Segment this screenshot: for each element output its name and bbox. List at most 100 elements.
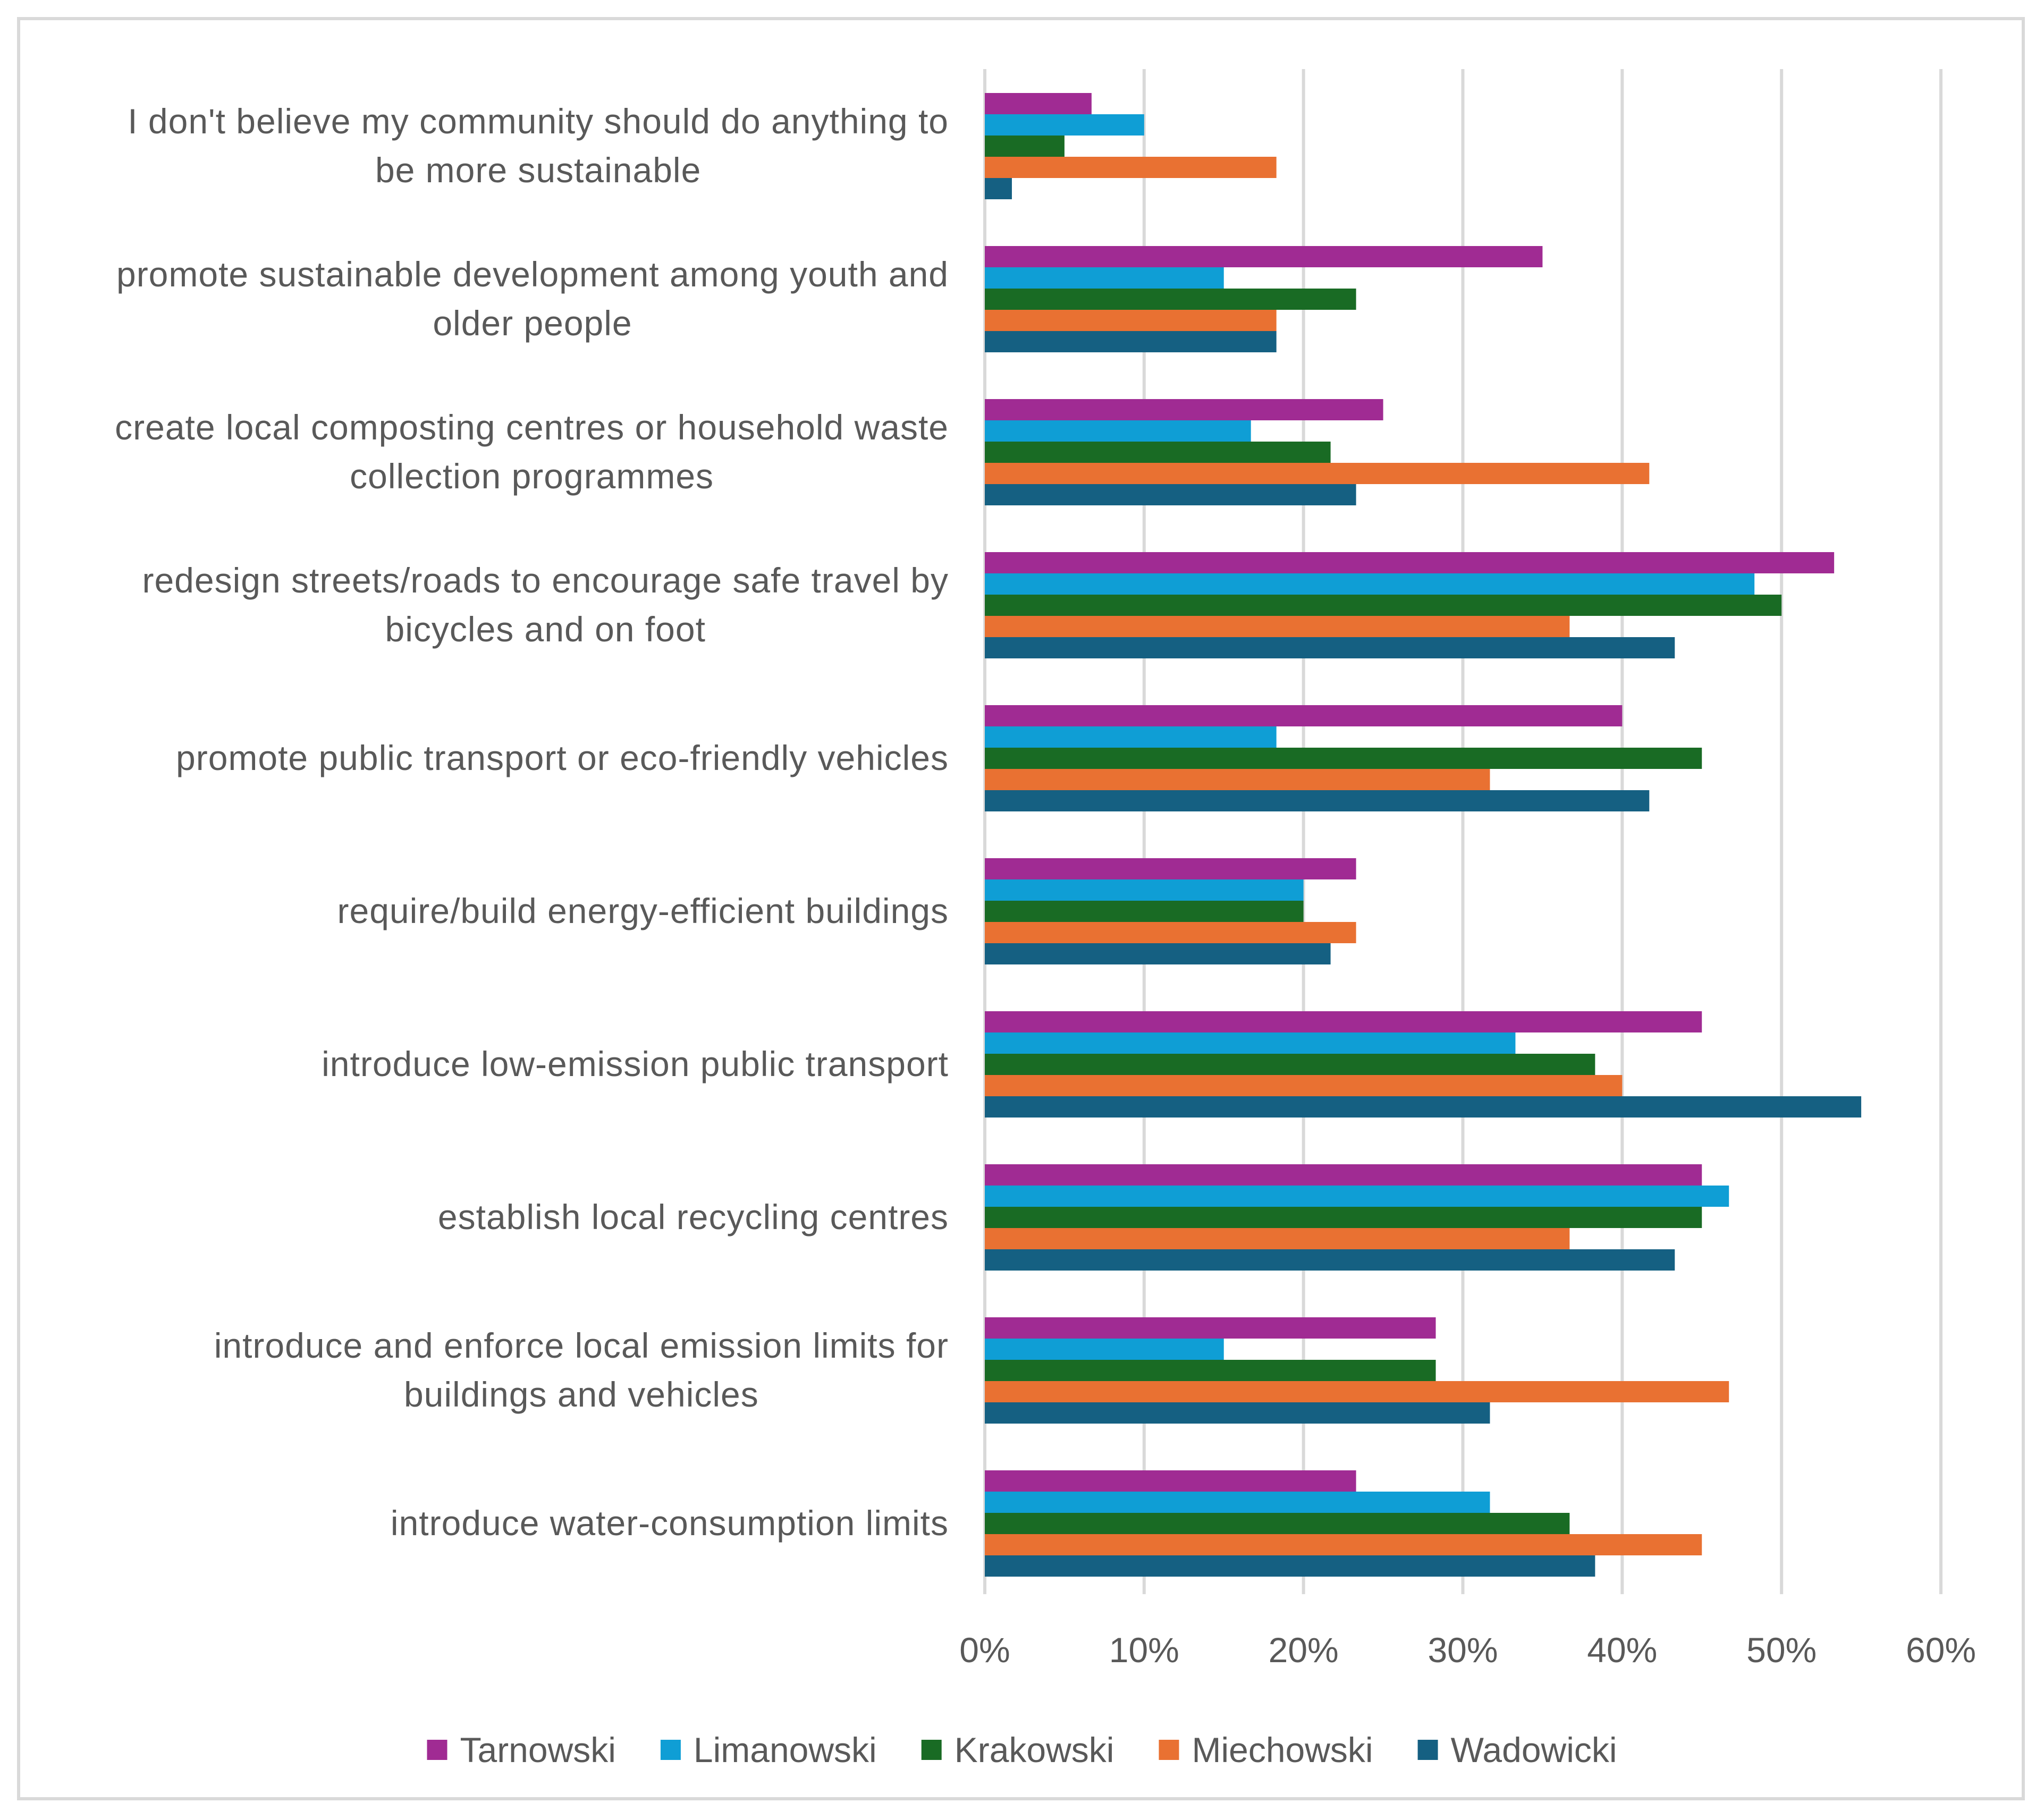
category-label-line: be more sustainable [375,150,701,190]
bar-limanowski: Limanowski: 15% [985,1339,1224,1360]
category-labels: I don't believe my community should do a… [115,101,949,1543]
bars: Tarnowski: 6.7%Limanowski: 10%Krakowski:… [985,93,1862,1577]
bar-limanowski: Limanowski: 20% [985,879,1304,901]
bar-group: Tarnowski: 53.3%Limanowski: 48.3%Krakows… [985,552,1835,658]
bar-krakowski: Krakowski: 5% [985,136,1065,157]
bar-wadowicki: Wadowicki: 1.7% [985,178,1012,199]
bar-limanowski: Limanowski: 18.3% [985,726,1277,748]
legend-label: Wadowicki [1451,1730,1617,1770]
legend-swatch [921,1740,942,1760]
category-label-line: buildings and vehicles [404,1375,759,1414]
bar-group: Tarnowski: 25%Limanowski: 16.7%Krakowski… [985,399,1650,505]
category-label-line: I don't believe my community should do a… [128,101,949,141]
bar-wadowicki: Wadowicki: 43.3% [985,1249,1675,1271]
x-axis-tick-labels: 0% 10% 20% 30% 40% 50% 60% [959,1630,1976,1670]
legend-item-miechowski: Miechowski [1159,1730,1373,1770]
bar-miechowski: Miechowski: 23.3% [985,922,1356,943]
category-label-line: introduce and enforce local emission lim… [214,1326,949,1365]
x-tick-label: 40% [1587,1630,1657,1670]
bar-wadowicki: Wadowicki: 23.3% [985,484,1356,505]
bar-group: Tarnowski: 23.3%Limanowski: 20%Krakowski… [985,858,1356,964]
category-label-line: promote sustainable development among yo… [116,255,949,294]
bar-tarnowski: Tarnowski: 45% [985,1164,1702,1186]
bar-miechowski: Miechowski: 18.3% [985,157,1277,178]
bar-limanowski: Limanowski: 48.3% [985,573,1755,595]
bar-group: Tarnowski: 45%Limanowski: 33.3%Krakowski… [985,1011,1862,1118]
bar-tarnowski: Tarnowski: 45% [985,1011,1702,1032]
bar-wadowicki: Wadowicki: 55% [985,1096,1862,1118]
x-tick-label: 50% [1746,1630,1817,1670]
category-label-line: establish local recycling centres [438,1197,949,1237]
bar-krakowski: Krakowski: 28.3% [985,1360,1436,1381]
category-label: promote sustainable development among yo… [116,255,949,343]
legend-swatch [427,1740,447,1760]
category-label: create local composting centres or house… [115,408,949,496]
bar-tarnowski: Tarnowski: 25% [985,399,1383,420]
legend-label: Tarnowski [460,1730,615,1770]
category-label-line: create local composting centres or house… [115,408,949,447]
bar-krakowski: Krakowski: 38.3% [985,1054,1595,1075]
bar-miechowski: Miechowski: 36.7% [985,1228,1570,1249]
legend-swatch [1159,1740,1179,1760]
legend-label: Miechowski [1192,1730,1373,1770]
bar-tarnowski: Tarnowski: 40% [985,705,1623,726]
legend-swatch [660,1740,681,1760]
x-tick-label: 60% [1906,1630,1976,1670]
category-label: redesign streets/roads to encourage safe… [142,561,949,649]
bar-limanowski: Limanowski: 10% [985,114,1144,136]
category-label: require/build energy-efficient buildings [337,891,949,930]
x-tick-label: 30% [1428,1630,1498,1670]
legend-item-tarnowski: Tarnowski [427,1730,616,1770]
bar-miechowski: Miechowski: 40% [985,1075,1623,1096]
category-label-line: bicycles and on foot [385,610,706,649]
bar-group: Tarnowski: 45%Limanowski: 46.7%Krakowski… [985,1164,1729,1271]
legend: Tarnowski Limanowski Krakowski Miechowski Wa… [427,1730,1617,1770]
bar-krakowski: Krakowski: 45% [985,1207,1702,1228]
x-tick-label: 10% [1109,1630,1179,1670]
legend-label: Limanowski [694,1730,877,1770]
bar-tarnowski: Tarnowski: 35% [985,246,1543,267]
bar-limanowski: Limanowski: 16.7% [985,420,1251,442]
category-label: introduce and enforce local emission lim… [214,1326,949,1414]
bar-tarnowski: Tarnowski: 28.3% [985,1317,1436,1339]
bar-group: Tarnowski: 28.3%Limanowski: 15%Krakowski… [985,1317,1729,1424]
bar-group: Tarnowski: 35%Limanowski: 15%Krakowski: … [985,246,1543,352]
bar-limanowski: Limanowski: 46.7% [985,1186,1729,1207]
bar-tarnowski: Tarnowski: 23.3% [985,1470,1356,1492]
category-label-line: require/build energy-efficient buildings [337,891,949,930]
legend-swatch [1417,1740,1438,1760]
category-label-line: promote public transport or eco-friendly… [176,738,949,777]
bar-krakowski: Krakowski: 45% [985,748,1702,769]
x-tick-label: 20% [1269,1630,1339,1670]
category-label: introduce water-consumption limits [391,1503,949,1543]
bar-krakowski: Krakowski: 23.3% [985,289,1356,310]
category-label-line: introduce water-consumption limits [391,1503,949,1543]
category-label-line: collection programmes [350,456,714,496]
legend-item-wadowicki: Wadowicki [1417,1730,1617,1770]
bar-wadowicki: Wadowicki: 21.7% [985,943,1331,964]
category-label: I don't believe my community should do a… [128,101,949,190]
category-label: promote public transport or eco-friendly… [176,738,949,777]
legend-label: Krakowski [955,1730,1114,1770]
bar-tarnowski: Tarnowski: 23.3% [985,858,1356,879]
bar-miechowski: Miechowski: 46.7% [985,1381,1729,1402]
bar-krakowski: Krakowski: 50% [985,595,1782,616]
legend-item-krakowski: Krakowski [921,1730,1114,1770]
bar-tarnowski: Tarnowski: 6.7% [985,93,1092,114]
bar-krakowski: Krakowski: 36.7% [985,1513,1570,1534]
bar-group: Tarnowski: 40%Limanowski: 18.3%Krakowski… [985,705,1702,811]
bar-wadowicki: Wadowicki: 31.7% [985,1402,1490,1424]
bar-miechowski: Miechowski: 41.7% [985,463,1650,484]
category-label: establish local recycling centres [438,1197,949,1237]
category-label-line: introduce low-emission public transport [322,1044,949,1083]
bar-group: Tarnowski: 6.7%Limanowski: 10%Krakowski:… [985,93,1277,199]
legend-item-limanowski: Limanowski [660,1730,877,1770]
bar-miechowski: Miechowski: 18.3% [985,310,1277,331]
bar-wadowicki: Wadowicki: 43.3% [985,637,1675,658]
bar-limanowski: Limanowski: 15% [985,267,1224,289]
category-label-line: older people [433,303,632,343]
category-label-line: redesign streets/roads to encourage safe… [142,561,949,600]
bar-wadowicki: Wadowicki: 38.3% [985,1555,1595,1577]
x-tick-label: 0% [959,1630,1010,1670]
